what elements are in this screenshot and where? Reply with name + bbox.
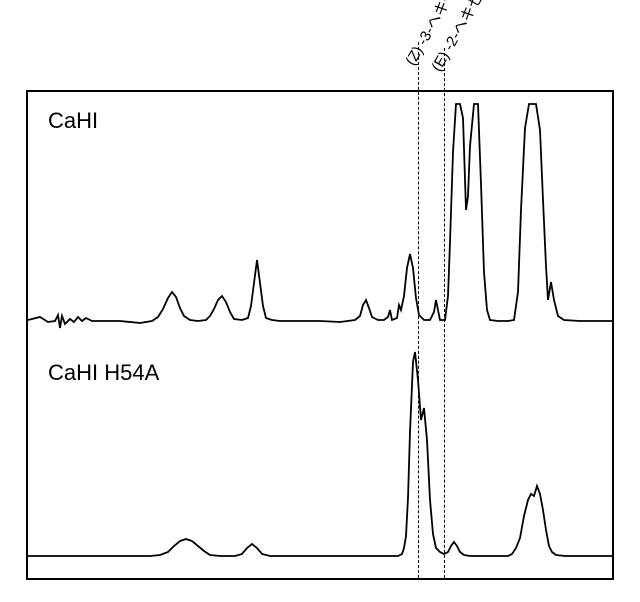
annotation-line-e2-hexenal (444, 48, 445, 578)
annotation-line-z3-hexenal (418, 42, 419, 578)
panel-label-cahi: CaHI (48, 108, 98, 134)
panel-label-cahi-h54a: CaHI H54A (48, 360, 159, 386)
figure-frame (26, 90, 614, 580)
